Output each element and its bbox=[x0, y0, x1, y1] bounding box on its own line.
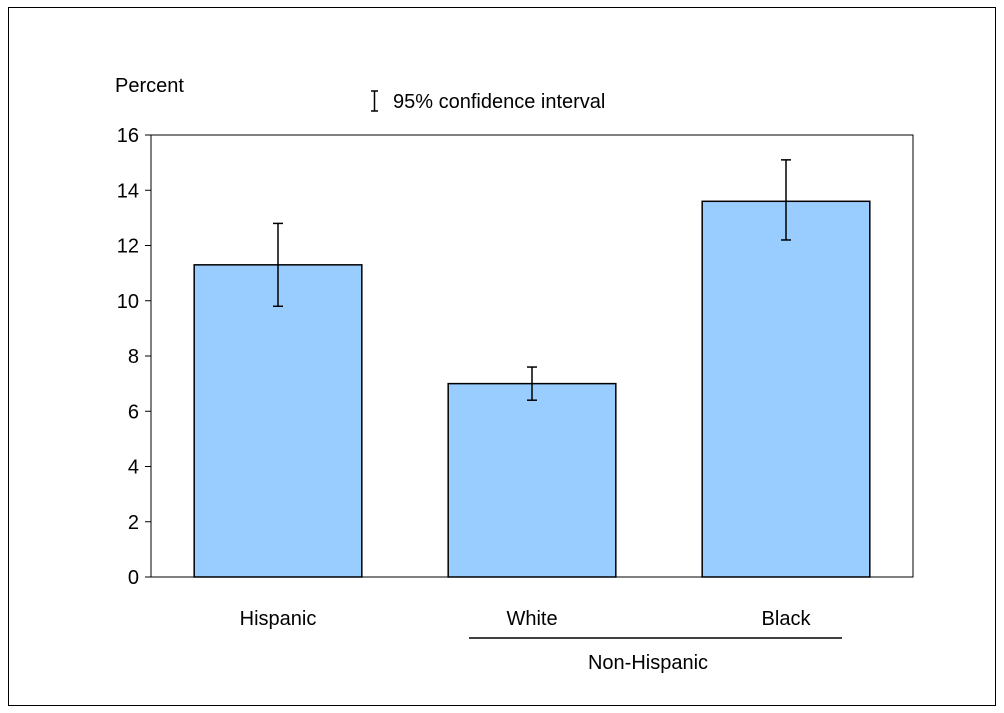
y-tick-label-6: 6 bbox=[128, 401, 139, 423]
error-bar-hispanic bbox=[273, 222, 283, 308]
x-label-hispanic: Hispanic bbox=[240, 608, 317, 630]
legend-label: 95% confidence interval bbox=[393, 91, 605, 113]
bar-white bbox=[447, 382, 617, 578]
y-tick-label-4: 4 bbox=[128, 457, 139, 479]
non-hispanic-group: Non-Hispanic bbox=[469, 637, 842, 674]
error-bar-white bbox=[527, 366, 537, 401]
legend: 95% confidence interval bbox=[371, 90, 605, 113]
y-tick-label-16: 16 bbox=[117, 125, 139, 147]
y-tick-label-10: 10 bbox=[117, 291, 139, 313]
y-tick-label-0: 0 bbox=[128, 567, 139, 589]
error-bars bbox=[273, 159, 791, 401]
y-tick-label-14: 14 bbox=[117, 180, 139, 202]
bar-hispanic bbox=[193, 264, 363, 578]
y-tick-label-12: 12 bbox=[117, 236, 139, 258]
x-axis-labels: Hispanic White Black bbox=[240, 608, 812, 630]
y-axis-label: Percent bbox=[115, 75, 184, 97]
error-bar-black bbox=[781, 159, 791, 241]
confidence-interval-legend-icon bbox=[371, 90, 378, 112]
x-label-white: White bbox=[506, 608, 557, 630]
y-tick-label-2: 2 bbox=[128, 512, 139, 534]
y-axis-ticks: 0 2 4 6 8 10 12 14 16 bbox=[117, 125, 151, 589]
y-tick-label-8: 8 bbox=[128, 346, 139, 368]
group-label: Non-Hispanic bbox=[588, 652, 708, 674]
x-label-black: Black bbox=[762, 608, 812, 630]
bars bbox=[193, 200, 871, 578]
bar-black bbox=[701, 200, 871, 578]
